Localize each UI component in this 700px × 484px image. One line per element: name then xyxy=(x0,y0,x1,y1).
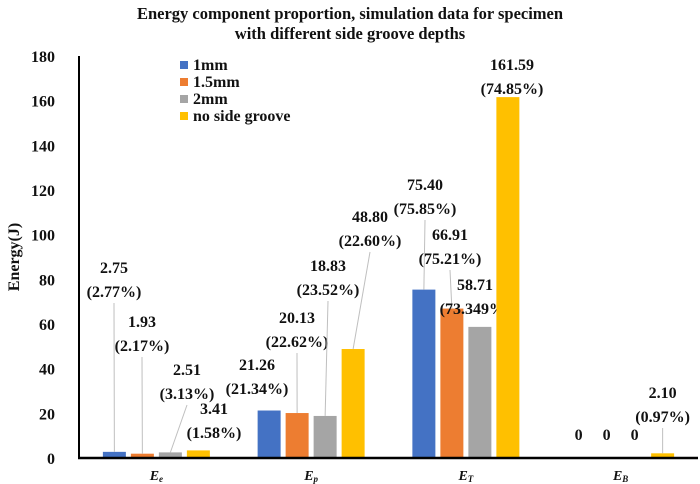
legend-label: no side groove xyxy=(193,108,290,125)
bar-2mm-0 xyxy=(158,452,182,458)
y-tick-label: 140 xyxy=(31,138,55,155)
bar-no-side-groove-0 xyxy=(186,450,210,458)
x-category-label: Ee xyxy=(149,469,163,484)
data-label: 2.51 xyxy=(173,362,201,379)
data-label: (22.60%) xyxy=(339,233,402,250)
y-tick-label: 80 xyxy=(39,272,55,289)
legend-label: 2mm xyxy=(193,91,228,108)
data-label: 3.41 xyxy=(200,401,228,418)
chart-title-line: Energy component proportion, simulation … xyxy=(137,4,563,23)
y-tick-label: 160 xyxy=(31,94,55,111)
x-category-label: ET xyxy=(457,469,473,484)
data-label: (1.58%) xyxy=(187,425,242,442)
bar-1mm-2 xyxy=(412,289,436,458)
bar-2mm-1 xyxy=(313,415,337,458)
data-label: 18.83 xyxy=(310,258,346,275)
data-label: (2.77%) xyxy=(87,284,142,301)
data-label: (0.97%) xyxy=(635,409,690,426)
y-tick-label: 120 xyxy=(31,183,55,200)
data-label-leader-line xyxy=(169,404,188,453)
data-label: (3.13%) xyxy=(160,386,215,403)
bar-1mm-1 xyxy=(257,410,281,458)
chart-title-line: with different side groove depths xyxy=(235,24,466,43)
data-label: (75.21%) xyxy=(419,251,482,268)
legend-swatch xyxy=(180,61,188,69)
y-tick-label: 180 xyxy=(31,49,55,66)
legend-swatch xyxy=(180,78,188,86)
data-label: (75.85%) xyxy=(394,201,457,218)
bar-1_5mm-0 xyxy=(130,453,154,458)
y-tick-label: 0 xyxy=(47,451,55,468)
data-label: 48.80 xyxy=(352,209,388,226)
legend-swatch xyxy=(180,112,188,120)
y-tick-label: 20 xyxy=(39,406,55,423)
y-tick-label: 60 xyxy=(39,317,55,334)
bar-1mm-0 xyxy=(102,451,126,458)
data-label: 161.59 xyxy=(490,57,534,74)
data-label: (74.85%) xyxy=(481,81,544,98)
bar-no-side-groove-1 xyxy=(341,349,365,458)
bar-1_5mm-1 xyxy=(285,413,309,458)
x-category-label: Ep xyxy=(303,469,318,484)
legend-swatch xyxy=(180,95,188,103)
data-label: 1.93 xyxy=(128,314,156,331)
data-label: 0 xyxy=(575,427,583,444)
bar-2mm-2 xyxy=(468,326,492,458)
data-label: (21.34%) xyxy=(226,381,289,398)
data-label-leader-line xyxy=(352,251,371,350)
y-tick-label: 100 xyxy=(31,228,55,245)
bar-1_5mm-2 xyxy=(440,308,464,458)
data-label: (22.62%) xyxy=(266,334,329,351)
data-label: 2.75 xyxy=(100,260,128,277)
legend-label: 1mm xyxy=(193,57,228,74)
y-tick-label: 40 xyxy=(39,362,55,379)
data-label: 20.13 xyxy=(279,310,315,327)
data-label: 0 xyxy=(603,427,611,444)
data-label: 66.91 xyxy=(432,227,468,244)
data-label: 2.10 xyxy=(649,385,677,402)
bar-no-side-groove-3 xyxy=(651,453,675,458)
x-category-label: EB xyxy=(612,469,628,484)
data-label: 0 xyxy=(631,427,639,444)
data-label-leader-line xyxy=(449,269,453,309)
bar-no-side-groove-2 xyxy=(496,97,520,459)
y-axis-label: Energy(J) xyxy=(6,223,23,291)
data-label: 75.40 xyxy=(407,177,443,194)
data-label-leader-line xyxy=(324,300,329,416)
data-label: (73.349%) xyxy=(440,301,511,318)
data-label: 58.71 xyxy=(457,277,493,294)
data-label: (2.17%) xyxy=(115,338,170,355)
legend-label: 1.5mm xyxy=(193,74,240,91)
data-label: (23.52%) xyxy=(297,282,360,299)
data-label: 21.26 xyxy=(239,357,275,374)
data-label-leader-line xyxy=(423,219,426,290)
